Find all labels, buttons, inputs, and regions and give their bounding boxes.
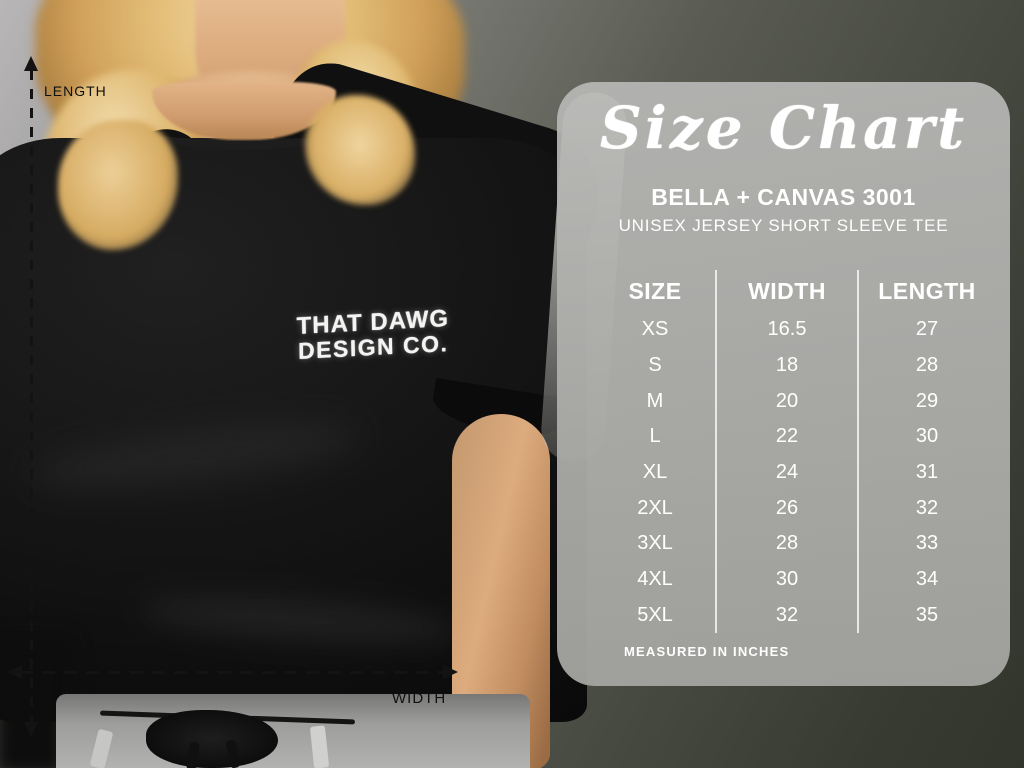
width-label: WIDTH (392, 690, 447, 707)
units-footnote: MEASURED IN INCHES (624, 644, 790, 659)
table-row: XL 24 31 (595, 454, 995, 491)
column-header-length: LENGTH (857, 270, 995, 312)
table-cell: 4XL (637, 568, 673, 591)
table-header-row: SIZE WIDTH LENGTH (595, 270, 995, 312)
table-cell: 28 (715, 526, 857, 562)
table-cell: XS (641, 318, 669, 341)
brand-line: BELLA + CANVAS 3001 (651, 184, 916, 210)
table-cell: 16.5 (715, 312, 857, 348)
table-cell: 20 (715, 383, 857, 420)
shirt-logo-print: THAT DAWG DESIGN CO. (288, 305, 459, 364)
table-cell: XL (642, 461, 668, 484)
size-table-body: XS 16.5 27 S 18 28 M 20 29 L 22 30 XL 24 31 2XL 26 32 3XL 2… (595, 312, 995, 634)
table-row: 5XL 32 35 (595, 597, 995, 634)
table-cell: 33 (857, 526, 995, 562)
table-cell: 34 (857, 561, 995, 598)
table-cell: 3XL (637, 532, 673, 555)
arrow-up-icon (24, 56, 38, 71)
table-cell: 5XL (637, 603, 673, 626)
table-row: XS 16.5 27 (595, 312, 995, 348)
drawstring-bow (146, 710, 278, 768)
table-cell: 24 (715, 454, 857, 491)
table-cell: 28 (857, 347, 995, 384)
product-line: UNISEX JERSEY SHORT SLEEVE TEE (618, 216, 949, 235)
length-label: LENGTH (44, 83, 107, 99)
table-cell: 32 (715, 597, 857, 634)
column-header-size: SIZE (628, 277, 682, 304)
hair-strand-front-left (58, 120, 178, 250)
table-cell: 31 (857, 454, 995, 491)
table-cell: 35 (857, 597, 995, 634)
size-table: SIZE WIDTH LENGTH XS 16.5 27 S 18 28 M 20 29 L 22 3… (595, 270, 995, 634)
collar-rib-band (140, 104, 346, 150)
table-cell: M (646, 389, 664, 412)
table-row: 2XL 26 32 (595, 490, 995, 527)
table-cell: 18 (715, 347, 857, 384)
length-measure-line (30, 70, 33, 722)
table-row: 4XL 30 34 (595, 561, 995, 598)
table-row: L 22 30 (595, 419, 995, 455)
size-chart-panel: Size Chart BELLA + CANVAS 3001 UNISEX JE… (557, 82, 1010, 686)
width-measure-line (20, 671, 444, 674)
hair-strand-front-right (305, 95, 415, 205)
arrow-down-icon (24, 722, 38, 737)
table-cell: 29 (857, 383, 995, 420)
table-cell: 30 (857, 419, 995, 455)
column-header-width: WIDTH (715, 270, 857, 312)
gray-sweatpants (56, 694, 530, 768)
table-cell: 27 (857, 312, 995, 348)
table-cell: L (649, 425, 661, 448)
table-cell: 26 (715, 490, 857, 527)
arrow-left-icon (7, 665, 22, 679)
table-cell: S (648, 354, 662, 377)
table-row: S 18 28 (595, 347, 995, 384)
table-row: 3XL 28 33 (595, 526, 995, 562)
table-cell: 32 (857, 490, 995, 527)
table-cell: 22 (715, 419, 857, 455)
table-cell: 30 (715, 561, 857, 598)
table-row: M 20 29 (595, 383, 995, 420)
arrow-right-icon (443, 665, 458, 679)
size-chart-title: Size Chart (599, 94, 968, 162)
table-cell: 2XL (637, 496, 673, 519)
